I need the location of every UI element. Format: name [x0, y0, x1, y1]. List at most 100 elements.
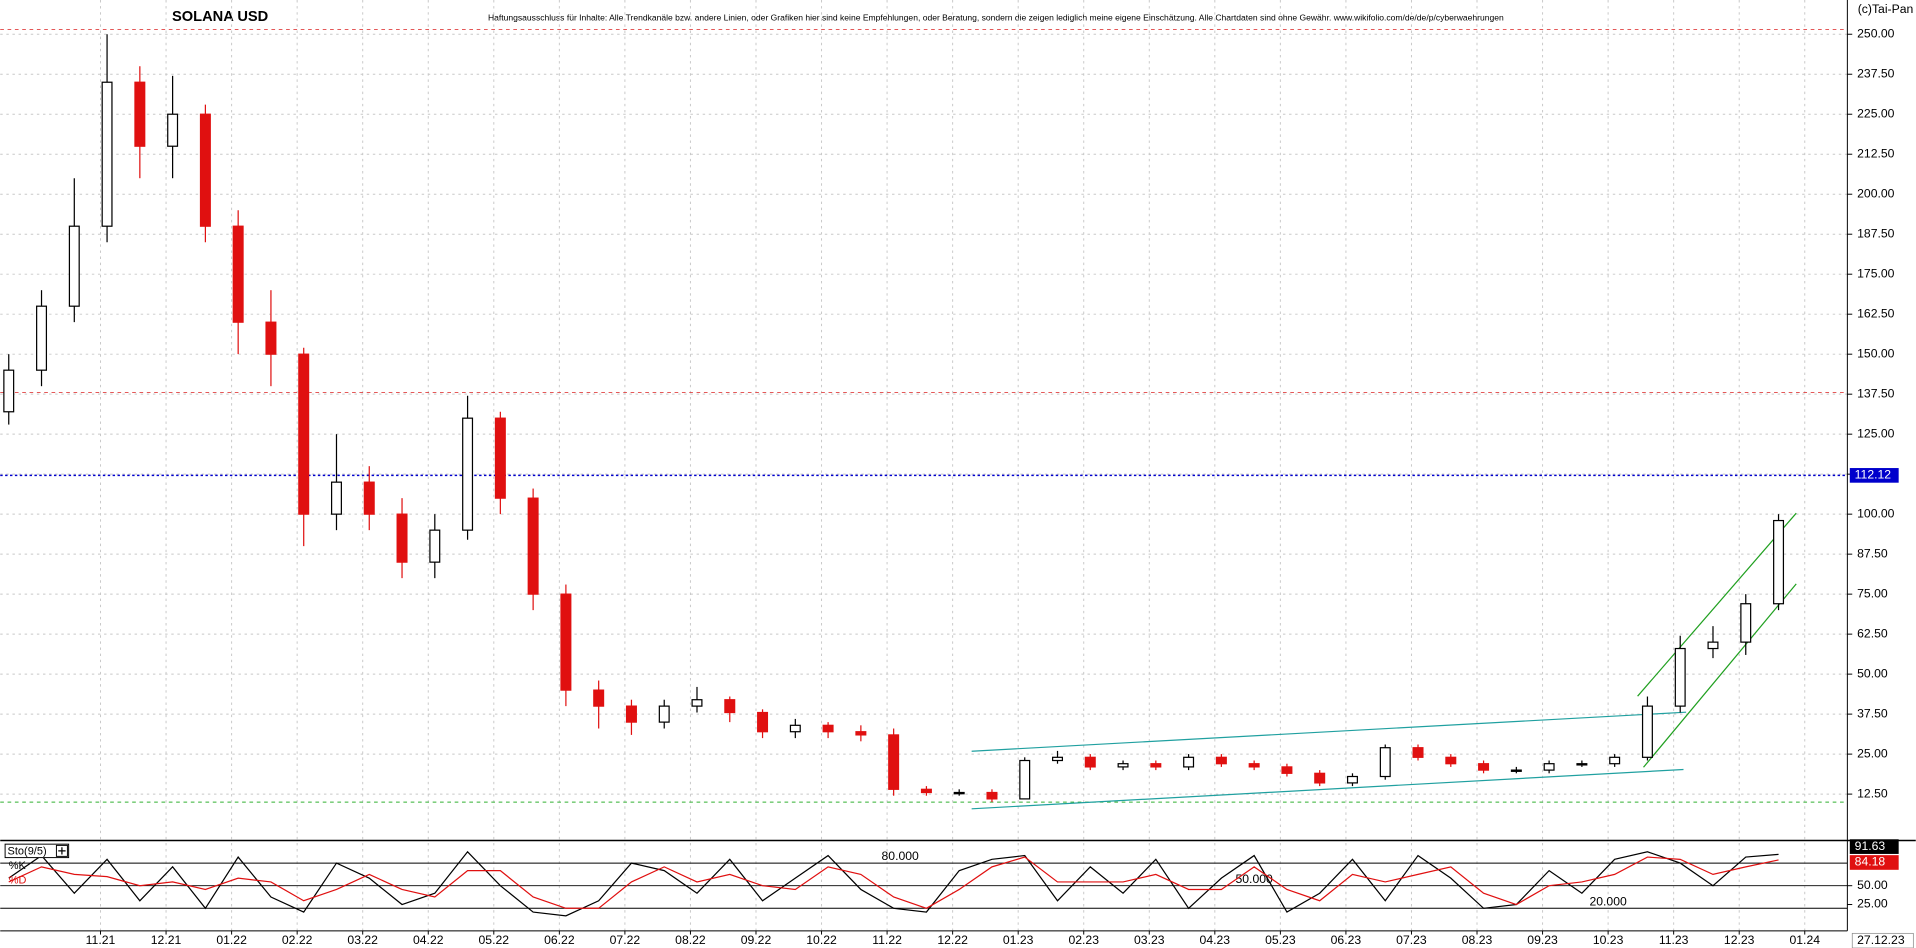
y-tick-label: 87.50	[1857, 546, 1888, 560]
candle-body	[134, 81, 146, 147]
x-tick-label: 05.23	[1265, 933, 1296, 947]
legend-box	[4, 843, 70, 859]
candle-body	[593, 689, 605, 707]
x-tick-label: 07.23	[1396, 933, 1427, 947]
candle-body	[1445, 756, 1457, 765]
x-tick-label: 11.23	[1659, 933, 1689, 947]
x-tick-label: 12.23	[1724, 933, 1755, 947]
x-tick-label: 09.22	[741, 933, 772, 947]
x-tick-label: 01.24	[1789, 933, 1820, 947]
candle-body	[658, 705, 670, 723]
candle-body	[1281, 766, 1293, 774]
candle-body	[1084, 756, 1096, 768]
x-tick-label: 12.22	[937, 933, 968, 947]
level-label: 50.000	[1235, 872, 1273, 886]
y-tick-label: 50.00	[1857, 666, 1888, 680]
x-tick-label: 04.23	[1200, 933, 1231, 947]
legend-title: Sto(9/5)	[8, 845, 47, 857]
candle-body	[101, 81, 113, 227]
candle-body	[625, 705, 637, 723]
y-tick-label: 175.00	[1857, 266, 1895, 280]
x-tick-label: 05.22	[479, 933, 510, 947]
y-tick-label: 200.00	[1857, 186, 1895, 200]
candle-body	[68, 225, 80, 307]
candle-body	[1150, 763, 1162, 768]
candle-body	[986, 791, 998, 800]
candle-body	[1117, 763, 1129, 768]
date-box	[1851, 932, 1914, 948]
x-tick-label: 02.23	[1068, 933, 1099, 947]
level-label: 80.000	[882, 849, 920, 863]
disclaimer: Haftungsausschluss für Inhalte: Alle Tre…	[488, 13, 1504, 23]
candle-body	[560, 593, 572, 691]
candle-body	[199, 113, 211, 227]
x-tick-label: 07.22	[610, 933, 641, 947]
y-tick-label: 250.00	[1857, 26, 1895, 40]
candle-body	[330, 481, 342, 515]
candle-body	[462, 417, 474, 531]
candle-body	[1674, 647, 1686, 707]
candle-body	[1248, 763, 1260, 768]
candle-body	[953, 791, 965, 795]
candle-body	[1641, 705, 1653, 758]
last-value-box	[1849, 855, 1899, 870]
x-tick-label: 12.21	[151, 933, 182, 947]
candle-body	[1183, 756, 1195, 768]
candle-body	[855, 731, 867, 736]
stochastic-line	[8, 850, 1779, 917]
x-tick-label: 11.22	[872, 933, 902, 947]
legend-k: %K	[9, 860, 27, 872]
y-tick-label: 212.50	[1857, 146, 1895, 160]
candle-body	[429, 529, 441, 563]
y-tick-label: 162.50	[1857, 306, 1895, 320]
candle-body	[1707, 641, 1719, 650]
candle-body	[1609, 756, 1621, 765]
candle-body	[1478, 763, 1490, 771]
trend-line	[971, 768, 1684, 810]
candle-body	[494, 417, 506, 499]
candle-body	[1510, 769, 1522, 772]
x-tick-label: 09.23	[1527, 933, 1558, 947]
x-tick-label: 03.23	[1134, 933, 1165, 947]
copyright: (c)Tai-Pan	[1858, 2, 1914, 16]
x-tick-label: 03.22	[347, 933, 378, 947]
y-tick-label: 75.00	[1857, 586, 1888, 600]
stochastic-line	[8, 856, 1779, 909]
last-date: 27.12.23	[1857, 933, 1905, 947]
y-tick-label: 125.00	[1857, 426, 1895, 440]
x-tick-label: 10.23	[1593, 933, 1624, 947]
y-tick-label: 50.00	[1857, 878, 1888, 892]
candle-body	[1019, 759, 1031, 800]
x-tick-label: 11.21	[86, 933, 116, 947]
candle-body	[396, 513, 408, 563]
y-tick-label: 25.00	[1857, 897, 1888, 911]
trend-line	[971, 711, 1687, 752]
candle-body	[1543, 763, 1555, 771]
candle-body	[1379, 747, 1391, 778]
candle-body	[3, 369, 15, 413]
trend-line	[1637, 512, 1797, 697]
candle-body	[1576, 763, 1588, 766]
candle-body	[265, 321, 277, 355]
x-tick-label: 02.22	[282, 933, 313, 947]
candle-body	[1215, 756, 1227, 765]
candle-body	[757, 711, 769, 733]
candle-body	[888, 734, 900, 790]
x-tick-label: 01.23	[1003, 933, 1034, 947]
x-tick-label: 06.23	[1331, 933, 1362, 947]
price-label: 112.12	[1855, 468, 1892, 482]
y-tick-label: 25.00	[1857, 746, 1888, 760]
y-tick-label: 12.50	[1857, 786, 1888, 800]
legend-d: %D	[9, 875, 27, 887]
candle-body	[822, 724, 834, 733]
candle-body	[36, 305, 48, 371]
candle-body	[789, 724, 801, 733]
y-tick-label: 37.50	[1857, 706, 1888, 720]
candle-body	[232, 225, 244, 323]
last-value-label: 84.18	[1855, 855, 1886, 869]
candle-body	[1314, 772, 1326, 784]
trend-line	[1643, 583, 1797, 768]
chart-title: SOLANA USD	[172, 9, 268, 25]
candle-body	[527, 497, 539, 595]
legend-icon-plus	[58, 847, 66, 855]
